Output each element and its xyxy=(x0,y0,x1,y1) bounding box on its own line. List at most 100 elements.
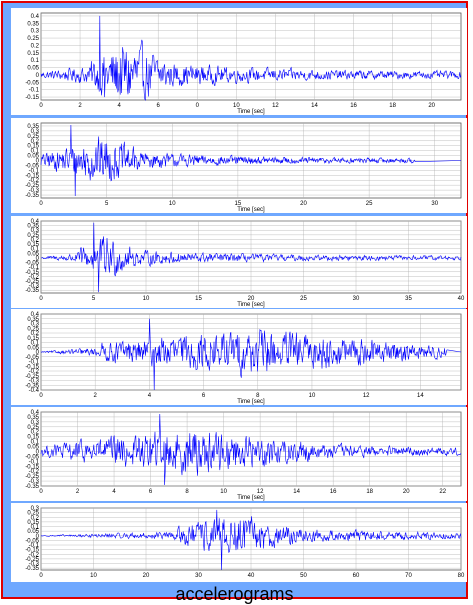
y-tick-label: -0.1 xyxy=(29,168,40,174)
y-tick-label: -0.15 xyxy=(25,548,39,554)
y-tick-label: -0.4 xyxy=(29,388,40,394)
y-tick-label: -0.05 xyxy=(25,355,39,361)
x-tick-label: 20 xyxy=(428,103,435,109)
y-tick-label: -0.25 xyxy=(25,557,39,563)
x-tick-label: 6 xyxy=(202,393,206,399)
x-tick-label: 10 xyxy=(309,393,316,399)
y-tick-label: 0.35 xyxy=(27,224,39,230)
y-tick-label: 0.25 xyxy=(27,233,39,239)
y-tick-label: -0.2 xyxy=(29,274,40,280)
x-tick-label: 6 xyxy=(157,103,161,109)
x-tick-label: 10 xyxy=(169,201,176,207)
x-tick-label: 12 xyxy=(363,393,370,399)
x-tick-label: 14 xyxy=(417,393,424,399)
y-tick-label: -0.3 xyxy=(29,284,40,290)
x-tick-label: 10 xyxy=(90,573,97,579)
x-axis-label: Time [sec] xyxy=(237,399,265,405)
y-tick-label: -0.2 xyxy=(29,178,40,184)
x-tick-label: 15 xyxy=(235,201,242,207)
x-tick-label: 4 xyxy=(148,393,152,399)
x-tick-label: 10 xyxy=(220,489,227,495)
y-tick-label: 0.3 xyxy=(31,228,40,234)
x-tick-label: 20 xyxy=(300,201,307,207)
y-tick-label: -0.25 xyxy=(25,183,39,189)
y-tick-label: 0.1 xyxy=(31,440,40,446)
x-tick-label: 25 xyxy=(300,296,307,302)
chart-svg-6: 0.30.250.20.150.10.050-0.05-0.1-0.15-0.2… xyxy=(25,506,465,579)
series-trace xyxy=(40,124,462,197)
x-tick-label: 60 xyxy=(353,573,360,579)
x-tick-label: 0 xyxy=(39,393,43,399)
x-tick-label: 20 xyxy=(248,296,255,302)
y-tick-label: -0.05 xyxy=(25,261,39,267)
y-tick-label: 0.25 xyxy=(27,36,39,42)
y-tick-label: -0.05 xyxy=(25,80,39,86)
y-tick-label: 0.4 xyxy=(31,312,40,318)
y-tick-label: 0.15 xyxy=(27,144,39,150)
y-tick-label: -0.05 xyxy=(25,538,39,544)
x-tick-label: 30 xyxy=(195,573,202,579)
y-tick-label: 0.1 xyxy=(31,149,40,155)
x-tick-label: 14 xyxy=(311,103,318,109)
x-tick-label: 20 xyxy=(143,573,150,579)
y-tick-label: 0.1 xyxy=(31,247,40,253)
y-tick-label: 0 xyxy=(36,449,40,455)
y-tick-label: 0.35 xyxy=(27,124,39,130)
y-tick-label: 0.2 xyxy=(31,139,40,145)
y-tick-label: 0.4 xyxy=(31,219,40,225)
x-tick-label: 12 xyxy=(272,103,279,109)
y-tick-label: -0.3 xyxy=(29,188,40,194)
y-tick-label: -0.3 xyxy=(29,479,40,485)
y-tick-label: 0.1 xyxy=(31,525,40,531)
y-tick-label: 0.2 xyxy=(31,43,40,49)
y-tick-label: -0.1 xyxy=(29,265,40,271)
x-tick-label: 12 xyxy=(257,489,264,495)
x-tick-label: 2 xyxy=(76,489,80,495)
series-trace xyxy=(40,509,462,571)
y-tick-label: 0.25 xyxy=(27,511,39,517)
chart-svg-4: 0.40.350.30.250.20.150.10.050-0.05-0.1-0… xyxy=(25,312,462,405)
series-trace xyxy=(40,318,462,391)
x-tick-label: 30 xyxy=(353,296,360,302)
y-tick-label: 0.05 xyxy=(27,251,39,257)
x-tick-label: 14 xyxy=(293,489,300,495)
chart-svg-3: 0.40.350.30.250.20.150.10.050-0.05-0.1-0… xyxy=(25,219,465,308)
x-tick-label: 0 xyxy=(39,103,43,109)
x-tick-label: 10 xyxy=(143,296,150,302)
accelerogram-panel-4: 0.4 0.35 0.3 0.25 0.2 0.15 0.1 0.05 0 -0.05 -0.1 -0… xyxy=(11,309,467,405)
y-tick-label: 0.1 xyxy=(31,341,40,347)
y-tick-label: 0 xyxy=(36,534,40,540)
accelerogram-panel-5: 0.4 0.35 0.3 0.25 0.2 0.15 0.1 0.05 0 -0.05 -0.1 -0… xyxy=(11,407,467,501)
x-tick-label: 16 xyxy=(350,103,357,109)
y-tick-label: -0.35 xyxy=(25,566,39,572)
x-tick-label: 0 xyxy=(39,573,43,579)
y-tick-label: -0.1 xyxy=(29,543,40,549)
y-tick-label: 0 xyxy=(36,159,40,165)
y-tick-label: 0.15 xyxy=(27,51,39,57)
x-tick-label: 35 xyxy=(405,296,412,302)
y-tick-label: 0.25 xyxy=(27,134,39,140)
y-tick-label: -0.15 xyxy=(25,464,39,470)
x-tick-label: 10 xyxy=(233,103,240,109)
series-trace xyxy=(40,15,462,102)
chart-svg-5: 0.40.350.30.250.20.150.10.050-0.05-0.1-0… xyxy=(25,410,462,501)
y-tick-label: 0 xyxy=(36,73,40,79)
y-tick-label: 0.15 xyxy=(27,520,39,526)
x-axis-label: Time [sec] xyxy=(237,302,265,308)
y-tick-label: 0.05 xyxy=(27,345,39,351)
y-tick-label: 0.2 xyxy=(31,331,40,337)
x-tick-label: 80 xyxy=(458,573,465,579)
y-tick-label: 0.3 xyxy=(31,29,40,35)
y-tick-label: 0.3 xyxy=(31,129,40,135)
y-tick-label: 0.35 xyxy=(27,21,39,27)
y-tick-label: 0.2 xyxy=(31,430,40,436)
x-tick-label: 4 xyxy=(112,489,116,495)
y-tick-label: -0.35 xyxy=(25,193,39,199)
y-tick-label: -0.25 xyxy=(25,474,39,480)
x-tick-label: 6 xyxy=(149,489,153,495)
y-tick-label: -0.05 xyxy=(25,163,39,169)
y-tick-label: 0 xyxy=(36,256,40,262)
y-tick-label: 0.25 xyxy=(27,425,39,431)
y-tick-label: 0 xyxy=(36,350,40,356)
